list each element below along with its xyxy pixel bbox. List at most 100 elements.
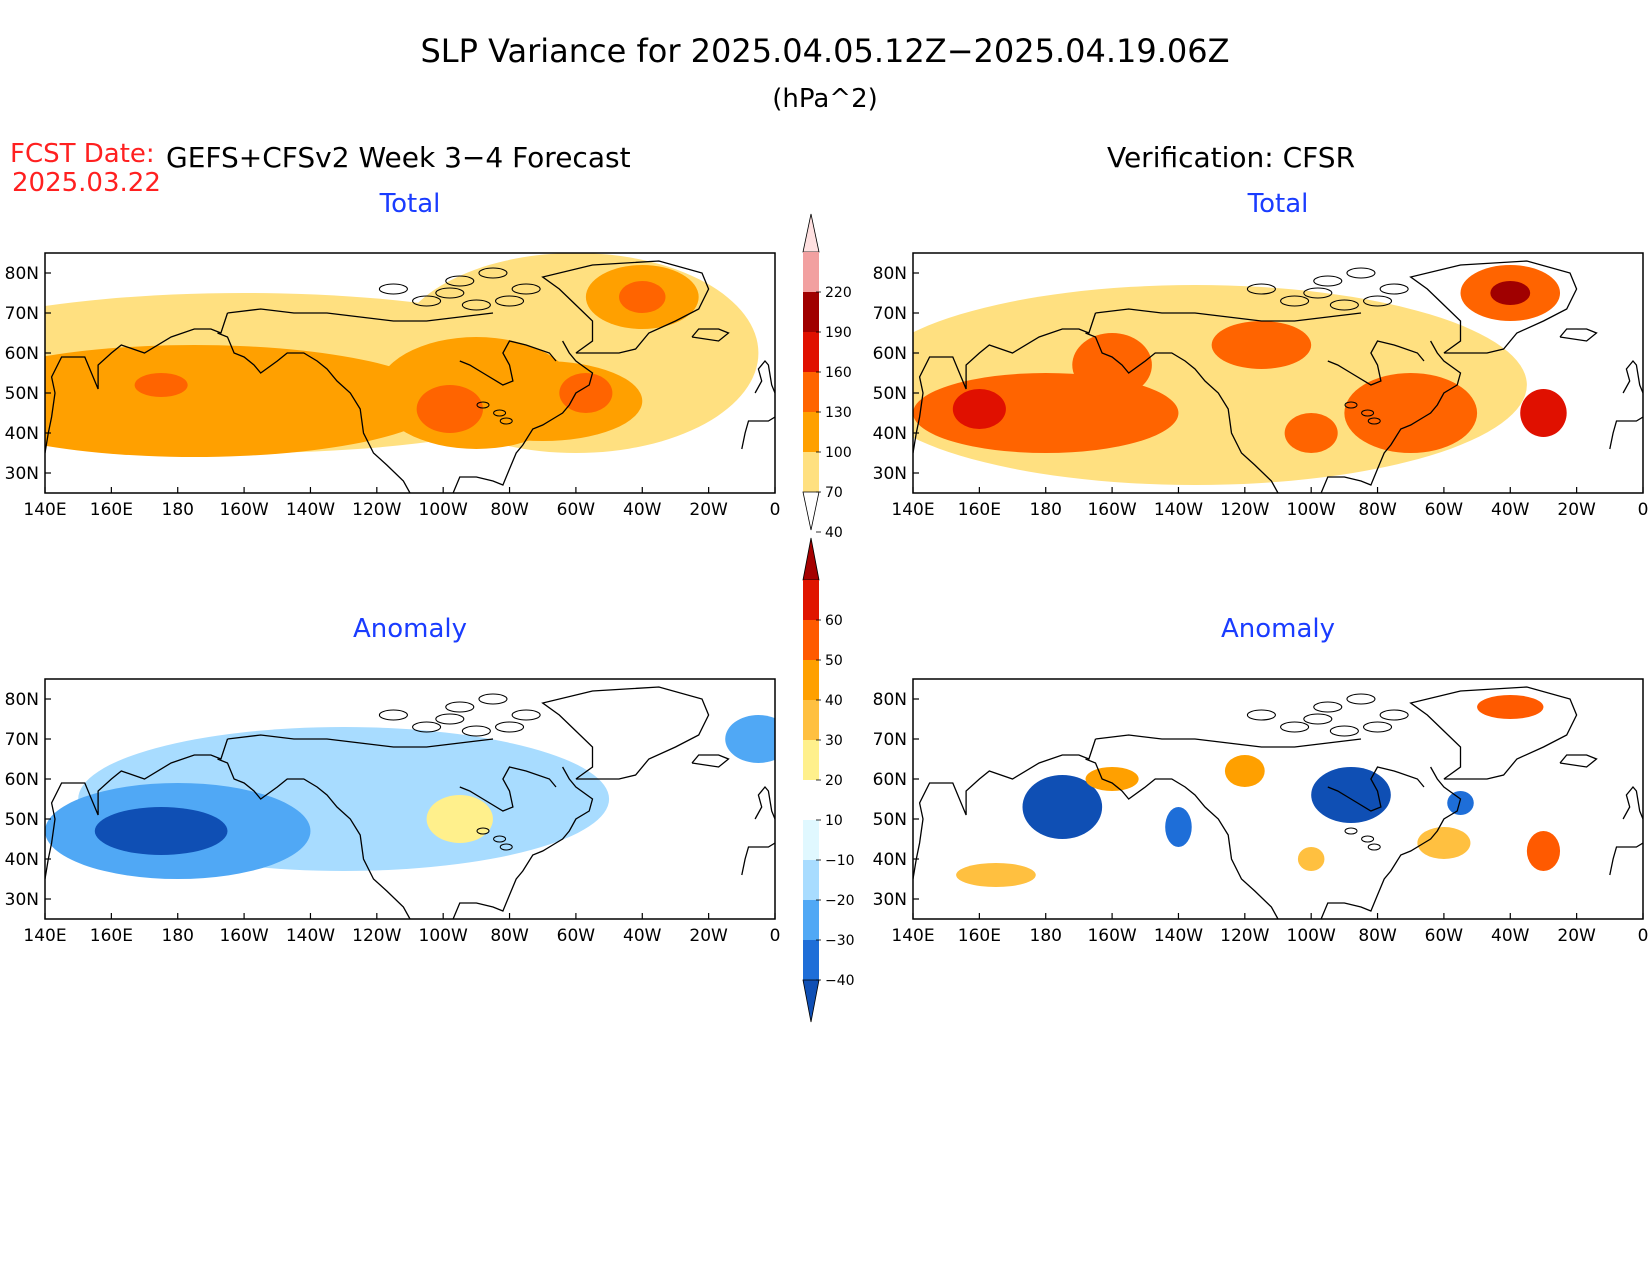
verification-anomaly-panel: Anomaly 140E 160E 180 160W 140W 120W 100W 80W 60W…	[873, 614, 1649, 946]
lon-tick-label: 40W	[623, 926, 662, 946]
coastline	[452, 766, 594, 919]
forecast-total-panel: Total 140E 160E 180 160W 140W 120W 100W 80W 60W 40…	[5, 189, 781, 520]
verification-header: Verification: CFSR	[1107, 141, 1355, 174]
shaded-region	[45, 361, 328, 425]
colorbar-swatch	[803, 740, 819, 780]
lon-tick-label: 140E	[23, 926, 66, 946]
shaded-region	[952, 389, 1006, 429]
lat-tick-label: 80N	[873, 264, 907, 284]
lat-tick-label: 30N	[5, 464, 39, 484]
shaded-region	[94, 807, 228, 855]
lon-tick-label: 160W	[219, 926, 268, 946]
lon-tick-label: 120W	[1220, 926, 1269, 946]
coastline	[754, 359, 775, 394]
lon-tick-label: 160E	[90, 500, 133, 520]
shaded-region	[1417, 827, 1471, 859]
shaded-region	[559, 373, 613, 413]
lon-tick-label: 160W	[1087, 926, 1136, 946]
figure-units: (hPa^2)	[772, 84, 878, 114]
island-outline	[445, 275, 475, 287]
panel-title: Total	[379, 189, 441, 219]
colorbar-label: −30	[825, 933, 855, 949]
lon-tick-label: 180	[162, 926, 194, 946]
lat-tick-label: 70N	[5, 304, 39, 324]
lake-outline	[1367, 843, 1381, 851]
colorbar-swatch	[803, 332, 819, 372]
island-outline	[445, 701, 475, 713]
lon-tick-label: 0	[1638, 500, 1649, 520]
lat-tick-label: 40N	[873, 850, 907, 870]
coastline	[45, 312, 229, 454]
colorbar-swatch	[803, 252, 819, 292]
lat-tick-label: 60N	[873, 344, 907, 364]
map-frame	[912, 678, 1644, 920]
shaded-region	[1490, 281, 1531, 305]
colorbar-label: 70	[825, 485, 843, 501]
lake-outline	[1367, 417, 1381, 425]
fcst-date-label: FCST Date:	[10, 139, 155, 169]
map-frame	[912, 252, 1644, 494]
coastline	[1609, 416, 1643, 450]
shaded-region	[134, 373, 188, 397]
lake-outline	[476, 827, 490, 835]
island-outline	[1379, 709, 1409, 721]
lon-tick-label: 140W	[286, 926, 335, 946]
island-outline	[461, 725, 491, 737]
coastline	[1085, 332, 1279, 493]
lon-tick-label: 0	[770, 500, 781, 520]
lat-tick-label: 80N	[5, 690, 39, 710]
lon-tick-label: 140E	[23, 500, 66, 520]
island-outline	[478, 267, 508, 279]
fcst-date-value: 2025.03.22	[12, 168, 161, 198]
coastline	[913, 312, 1097, 454]
island-outline	[1280, 295, 1310, 307]
island-outline	[1329, 725, 1359, 737]
coastline	[1320, 340, 1462, 493]
lat-tick-label: 70N	[5, 730, 39, 750]
colorbar-tip	[802, 537, 820, 581]
shaded-region	[1165, 807, 1192, 847]
colorbar-label: −40	[825, 973, 855, 989]
colorbar-swatch	[803, 372, 819, 412]
coastline	[227, 734, 494, 748]
lat-tick-label: 80N	[5, 264, 39, 284]
lon-tick-label: 120W	[352, 500, 401, 520]
map-frame	[44, 678, 776, 920]
shaded-region	[625, 715, 659, 731]
lon-tick-label: 60W	[1425, 500, 1464, 520]
island-outline	[1329, 299, 1359, 311]
island-outline	[511, 283, 541, 295]
coastline	[1622, 785, 1643, 820]
colorbar-swatch	[803, 700, 819, 740]
coastline	[227, 308, 494, 322]
lon-tick-label: 140E	[891, 500, 934, 520]
lon-tick-label: 20W	[689, 500, 728, 520]
lake-outline	[499, 417, 513, 425]
lat-tick-label: 70N	[873, 304, 907, 324]
forecast-anomaly-panel: Anomaly 140E 160E 180 160W 140W 120W 100W 80W 60W…	[5, 614, 781, 946]
colorbar-tip	[802, 491, 820, 531]
lon-tick-label: 180	[1030, 500, 1062, 520]
coastline	[459, 766, 557, 812]
lon-tick-label: 100W	[1287, 500, 1336, 520]
coastline	[741, 842, 775, 876]
coastline	[691, 328, 730, 342]
lake-outline	[1361, 409, 1375, 417]
island-outline	[412, 295, 442, 307]
coastline	[1085, 758, 1279, 919]
lon-tick-label: 20W	[689, 926, 728, 946]
colorbar-swatch	[803, 900, 819, 940]
island-outline	[378, 283, 408, 295]
lon-tick-label: 140W	[1154, 500, 1203, 520]
lon-tick-label: 60W	[557, 500, 596, 520]
island-outline	[1246, 283, 1276, 295]
lon-tick-label: 20W	[1557, 926, 1596, 946]
lat-tick-label: 40N	[873, 424, 907, 444]
colorbar-label: −10	[825, 853, 855, 869]
coastline	[541, 686, 710, 780]
colorbar-label: 40	[825, 693, 843, 709]
lat-tick-label: 60N	[5, 770, 39, 790]
island-outline	[461, 299, 491, 311]
coastline	[45, 738, 229, 880]
island-outline	[435, 713, 465, 725]
